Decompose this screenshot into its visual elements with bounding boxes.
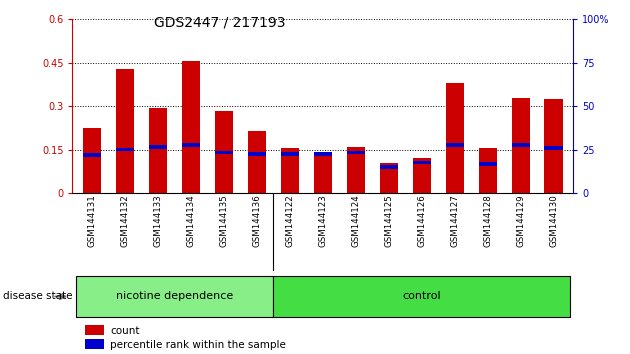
- Text: GSM144127: GSM144127: [450, 195, 459, 247]
- Text: GSM144136: GSM144136: [253, 195, 261, 247]
- Bar: [512, 143, 530, 147]
- Text: GSM144132: GSM144132: [121, 195, 130, 247]
- Bar: [479, 162, 496, 166]
- Bar: [273, 276, 570, 317]
- Bar: [380, 162, 398, 193]
- Bar: [116, 69, 134, 193]
- Bar: [544, 99, 563, 193]
- Bar: [85, 325, 104, 335]
- Bar: [445, 143, 464, 147]
- Bar: [215, 110, 233, 193]
- Bar: [544, 146, 563, 150]
- Bar: [413, 158, 431, 193]
- Bar: [314, 152, 332, 156]
- Bar: [380, 165, 398, 169]
- Bar: [445, 83, 464, 193]
- Text: disease state: disease state: [3, 291, 72, 302]
- Text: GSM144131: GSM144131: [88, 195, 97, 247]
- Bar: [512, 97, 530, 193]
- Bar: [346, 150, 365, 154]
- Bar: [215, 150, 233, 154]
- Bar: [83, 128, 101, 193]
- Bar: [248, 131, 266, 193]
- Text: GSM144125: GSM144125: [384, 195, 393, 247]
- Text: GSM144128: GSM144128: [483, 195, 492, 247]
- Bar: [76, 276, 273, 317]
- Text: GSM144130: GSM144130: [549, 195, 558, 247]
- Bar: [479, 148, 496, 193]
- Bar: [116, 148, 134, 152]
- Text: control: control: [403, 291, 441, 302]
- Bar: [182, 143, 200, 147]
- Text: GSM144122: GSM144122: [285, 195, 294, 247]
- Bar: [83, 154, 101, 157]
- Text: GDS2447 / 217193: GDS2447 / 217193: [154, 16, 286, 30]
- Text: GSM144123: GSM144123: [318, 195, 328, 247]
- Bar: [413, 161, 431, 165]
- Bar: [182, 61, 200, 193]
- Text: percentile rank within the sample: percentile rank within the sample: [110, 340, 286, 350]
- Text: GSM144134: GSM144134: [186, 195, 195, 247]
- Bar: [281, 148, 299, 193]
- Bar: [85, 339, 104, 349]
- Bar: [149, 145, 167, 149]
- Text: count: count: [110, 326, 140, 336]
- Text: GSM144135: GSM144135: [219, 195, 229, 247]
- Bar: [248, 152, 266, 156]
- Text: GSM144124: GSM144124: [352, 195, 360, 247]
- Text: GSM144126: GSM144126: [417, 195, 427, 247]
- Bar: [314, 153, 332, 193]
- Text: nicotine dependence: nicotine dependence: [116, 291, 233, 302]
- Text: GSM144133: GSM144133: [154, 195, 163, 247]
- Bar: [149, 108, 167, 193]
- Text: GSM144129: GSM144129: [516, 195, 525, 247]
- Bar: [281, 152, 299, 156]
- Bar: [346, 147, 365, 193]
